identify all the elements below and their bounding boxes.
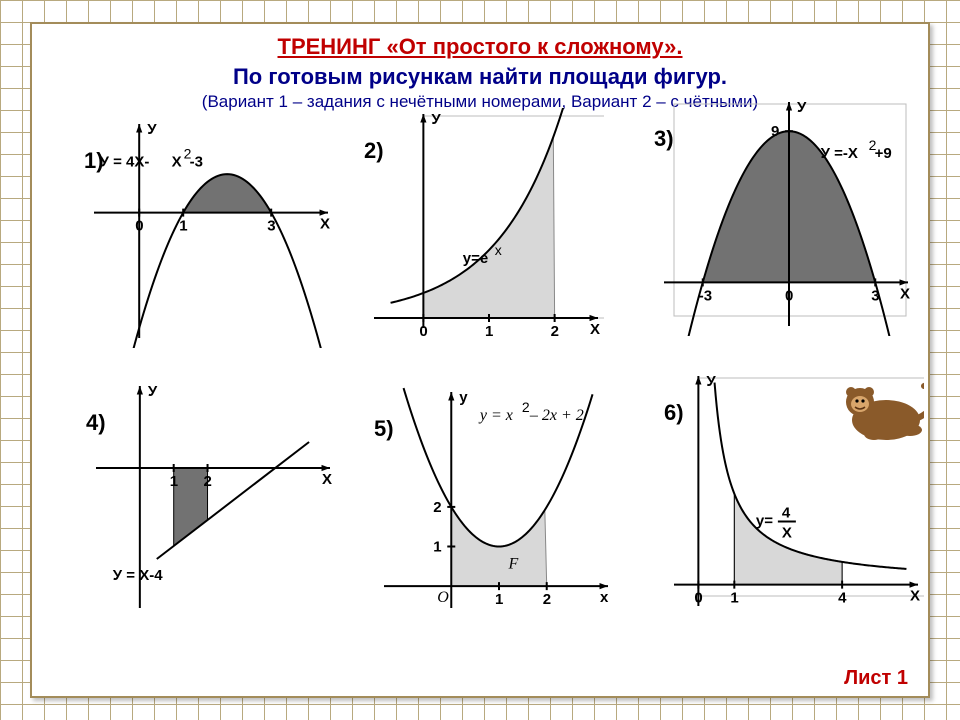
svg-text:y = x: y = x: [478, 407, 513, 424]
plot-p4: 4) Х У 1 2 У = Х-4: [86, 380, 336, 618]
title: ТРЕНИНГ «От простого к сложному».: [44, 34, 916, 60]
svg-text:У: У: [148, 383, 158, 400]
svg-text:Х: Х: [782, 525, 792, 542]
chart-svg: Fхy1212y = x2– 2x + 2O: [374, 386, 614, 618]
plot-label: 1): [84, 148, 104, 174]
svg-text:2: 2: [522, 399, 530, 415]
svg-text:F: F: [508, 555, 519, 572]
worksheet-card: ТРЕНИНГ «От простого к сложному». По гот…: [30, 22, 930, 698]
svg-text:У = 4Х-: У = 4Х-: [100, 153, 150, 170]
svg-text:Х: Х: [910, 588, 920, 605]
svg-text:У: У: [797, 99, 807, 116]
svg-text:Х: Х: [590, 321, 600, 338]
svg-text:-3: -3: [699, 287, 712, 304]
chart-svg: ХУ-3039У =-Х2+9: [654, 96, 914, 336]
subtitle: По готовым рисункам найти площади фигур.: [44, 64, 916, 90]
svg-text:+9: +9: [875, 145, 892, 162]
svg-text:-3: -3: [190, 153, 203, 170]
sheet-footer: Лист 1: [844, 667, 908, 690]
chart-svg: ХУ013У = 4Х-Х2-3: [84, 118, 334, 348]
svg-text:У =-Х: У =-Х: [821, 145, 858, 162]
svg-text:3: 3: [871, 287, 879, 304]
page-background: ТРЕНИНГ «От простого к сложному». По гот…: [0, 0, 960, 720]
svg-text:9: 9: [771, 123, 779, 140]
chart-svg: Х У 0 1 4 у= 4 Х: [664, 370, 924, 616]
svg-text:2: 2: [204, 473, 212, 490]
svg-text:2: 2: [551, 323, 559, 338]
svg-text:1: 1: [485, 323, 493, 338]
plot-p6: 6) Х У 0 1 4 у= 4 Х: [664, 370, 924, 616]
plot-label: 4): [86, 410, 106, 436]
svg-text:y: y: [459, 389, 468, 406]
plot-p5: 5)Fхy1212y = x2– 2x + 2O: [374, 386, 614, 618]
svg-text:У: У: [147, 121, 157, 138]
chart-svg: Х У 0 1 2 у=е х: [364, 108, 604, 338]
plot-p2: 2) Х У 0 1 2 у=е х: [364, 108, 604, 338]
svg-text:0: 0: [785, 287, 793, 304]
chart-svg: Х У 1 2 У = Х-4: [86, 380, 336, 618]
svg-text:0: 0: [135, 218, 143, 235]
svg-text:Х: Х: [900, 285, 910, 302]
svg-text:1: 1: [495, 591, 503, 608]
plot-p1: 1)ХУ013У = 4Х-Х2-3: [84, 118, 334, 348]
svg-text:0: 0: [419, 323, 427, 338]
plot-label: 5): [374, 416, 394, 442]
monkey-icon: [846, 385, 924, 440]
svg-text:1: 1: [433, 539, 441, 556]
svg-text:0: 0: [694, 590, 702, 607]
svg-text:х: х: [600, 589, 609, 606]
svg-text:– 2x + 2: – 2x + 2: [529, 407, 584, 424]
svg-text:O: O: [437, 589, 449, 606]
svg-text:У: У: [706, 373, 716, 390]
svg-text:3: 3: [267, 218, 275, 235]
svg-text:4: 4: [782, 505, 791, 522]
svg-text:4: 4: [838, 590, 847, 607]
svg-text:х: х: [495, 242, 502, 258]
plot-label: 6): [664, 400, 684, 426]
svg-text:Х: Х: [322, 471, 332, 488]
svg-text:У: У: [431, 111, 441, 128]
svg-text:1: 1: [730, 590, 738, 607]
plot-label: 2): [364, 138, 384, 164]
svg-text:2: 2: [543, 591, 551, 608]
svg-text:у=е: у=е: [463, 250, 488, 267]
plot-label: 3): [654, 126, 674, 152]
svg-text:Х: Х: [320, 216, 330, 233]
plots-grid: 1)ХУ013У = 4Х-Х2-32)ХУ012у=ех3)ХУ-3039У …: [44, 118, 916, 648]
svg-text:Х: Х: [172, 153, 182, 170]
svg-text:2: 2: [433, 499, 441, 516]
svg-text:1: 1: [179, 218, 187, 235]
svg-text:у=: у=: [756, 513, 773, 530]
svg-text:У = Х-4: У = Х-4: [113, 567, 163, 584]
svg-text:1: 1: [170, 473, 178, 490]
plot-p3: 3)ХУ-3039У =-Х2+9: [654, 96, 914, 336]
